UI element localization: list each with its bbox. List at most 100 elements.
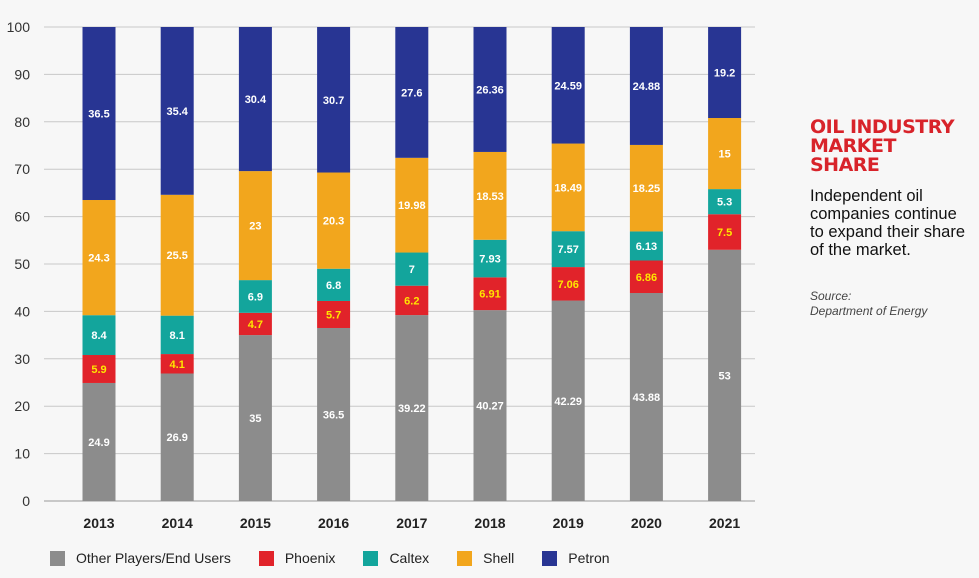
y-tick-label: 0 xyxy=(22,493,30,509)
y-tick-label: 40 xyxy=(14,303,30,319)
bar-segment xyxy=(82,382,116,501)
data-label: 8.1 xyxy=(170,330,185,342)
y-tick-label: 50 xyxy=(14,256,30,272)
data-label: 19.2 xyxy=(714,68,735,80)
bar-segment xyxy=(708,27,742,119)
bar-segment xyxy=(629,27,663,145)
legend-item: Phoenix xyxy=(258,550,336,566)
x-axis-ticks: 2013 2014 2015 2016 2017 2018 2019 2020 2021 xyxy=(83,515,740,531)
bar-segment xyxy=(708,249,742,501)
legend-label: Petron xyxy=(568,550,610,566)
bar-segment xyxy=(395,27,429,158)
legend: Other Players/End Users Phoenix Caltex Shel… xyxy=(50,550,638,566)
panel-source: Source: Department of Energy xyxy=(810,289,975,319)
bar-segment xyxy=(473,310,507,501)
data-label: 43.88 xyxy=(633,392,661,404)
bar-segment xyxy=(317,327,351,501)
data-label: 36.5 xyxy=(323,409,344,421)
legend-item: Petron xyxy=(542,550,610,566)
legend-label: Caltex xyxy=(389,550,430,566)
x-tick-label: 2014 xyxy=(162,515,193,531)
bar-segment xyxy=(238,280,272,313)
bar-segment xyxy=(551,143,585,232)
data-label: 7 xyxy=(409,264,415,276)
bar-segment xyxy=(395,252,429,286)
bar-segment xyxy=(238,171,272,281)
bar-segment xyxy=(395,315,429,501)
x-tick-label: 2016 xyxy=(318,515,349,531)
bar-segment xyxy=(82,355,116,383)
y-tick-label: 100 xyxy=(7,19,31,35)
bar-segment xyxy=(629,260,663,294)
data-label: 26.36 xyxy=(476,84,504,96)
data-label: 7.57 xyxy=(557,244,578,256)
bar-segment xyxy=(317,27,351,173)
bar-segment xyxy=(395,285,429,316)
x-tick-label: 2021 xyxy=(709,515,740,531)
data-label: 53 xyxy=(718,370,730,382)
bar-segment xyxy=(473,27,507,152)
data-label: 24.3 xyxy=(88,253,109,265)
legend-swatch xyxy=(50,550,65,566)
bar-segment xyxy=(82,200,116,316)
x-tick-label: 2018 xyxy=(474,515,505,531)
x-tick-label: 2019 xyxy=(553,515,584,531)
bar-segment xyxy=(82,315,116,356)
bar-segment xyxy=(708,214,742,250)
data-label: 8.4 xyxy=(91,330,107,342)
data-label: 18.53 xyxy=(476,191,504,203)
bar-segment xyxy=(473,151,507,240)
legend-swatch xyxy=(542,550,558,566)
panel-description: Independent oil companies continue to ex… xyxy=(810,187,966,259)
legend-label: Shell xyxy=(483,550,515,566)
bar-segment xyxy=(629,231,663,261)
bar-segment xyxy=(708,189,742,215)
bar-segment xyxy=(629,144,663,232)
legend-label: Phoenix xyxy=(284,550,336,566)
bar-segment xyxy=(551,231,585,268)
data-label: 35.4 xyxy=(166,106,188,118)
data-label: 36.5 xyxy=(88,109,109,121)
data-label: 20.3 xyxy=(323,216,344,228)
legend-item: Shell xyxy=(457,550,514,566)
bar-segment xyxy=(473,277,507,311)
bar-segment xyxy=(160,27,194,195)
legend-item: Other Players/End Users xyxy=(50,550,231,566)
x-tick-label: 2013 xyxy=(83,515,114,531)
data-label: 5.9 xyxy=(91,364,106,376)
bar-segment xyxy=(629,293,663,501)
bar-segment xyxy=(473,239,507,278)
data-label: 7.06 xyxy=(557,279,578,291)
data-label: 6.13 xyxy=(636,241,657,253)
bar-segment xyxy=(395,157,429,253)
bar-segment xyxy=(160,315,194,355)
x-tick-label: 2017 xyxy=(396,515,427,531)
data-labels: 24.9 5.9 8.4 24.3 36.5 26.9 4.1 8.1 25.5 35.4 35 4.… xyxy=(88,68,735,449)
bars xyxy=(82,27,742,501)
data-label: 30.7 xyxy=(323,95,344,107)
data-label: 24.59 xyxy=(554,80,582,92)
source-name: Department of Energy xyxy=(810,304,928,318)
bar-segment xyxy=(238,335,272,501)
legend-swatch xyxy=(258,550,274,566)
legend-label: Other Players/End Users xyxy=(76,550,231,566)
bar-segment xyxy=(551,300,585,501)
data-label: 4.1 xyxy=(170,359,185,371)
y-tick-label: 80 xyxy=(14,114,30,130)
data-label: 6.8 xyxy=(326,280,341,292)
data-label: 18.25 xyxy=(633,183,661,195)
bar-segment xyxy=(317,172,351,269)
data-label: 7.93 xyxy=(479,254,500,266)
y-axis-ticks: 0 10 20 30 40 50 60 70 80 90 100 xyxy=(7,19,31,509)
bar-segment xyxy=(317,268,351,301)
bar-segment xyxy=(160,194,194,316)
data-label: 26.9 xyxy=(166,432,187,444)
data-label: 27.6 xyxy=(401,87,422,99)
data-label: 7.5 xyxy=(717,227,732,239)
y-tick-label: 90 xyxy=(14,66,30,82)
bar-segment xyxy=(551,27,585,144)
legend-swatch xyxy=(457,550,473,566)
data-label: 6.91 xyxy=(479,289,500,301)
panel-title: OIL INDUSTRY MARKET SHARE xyxy=(810,116,955,176)
bar-segment xyxy=(160,373,194,501)
